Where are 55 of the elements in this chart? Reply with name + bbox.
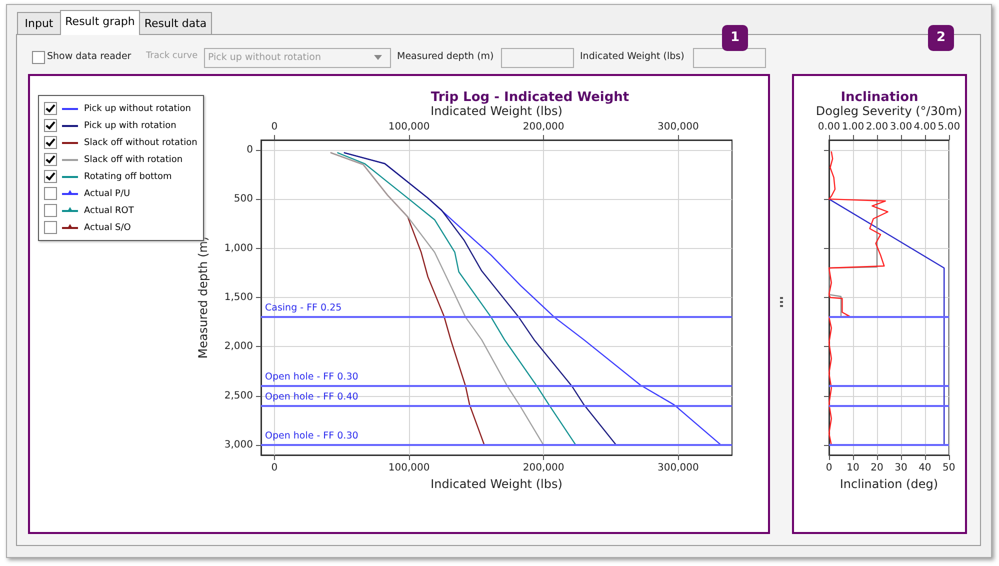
x-tick-label: 30 (894, 462, 908, 474)
x2-axis-title: Indicated Weight (lbs) (430, 104, 562, 118)
text: Indicated Weight (lbs) (580, 51, 684, 62)
chart-title: Inclination (840, 90, 918, 105)
legend-label: Actual P/U (84, 188, 130, 198)
ref-line-label: Open hole - FF 0.40 (265, 391, 358, 402)
text: Result graph (60, 10, 140, 35)
x2-tick-label: 1.00 (842, 122, 864, 132)
x-tick-label: 0 (271, 462, 278, 474)
legend-label: Actual S/O (84, 222, 131, 232)
ref-line-label: Casing - FF 0.25 (265, 302, 342, 314)
chart-title: Trip Log - Indicated Weight (430, 90, 630, 105)
legend-label: Pick up with rotation (84, 120, 176, 130)
legend-label: Slack off with rotation (84, 154, 183, 164)
x2-tick-label: 300,000 (657, 122, 699, 132)
text: Track curve (146, 51, 198, 61)
x2-tick-label: 3.00 (890, 122, 912, 132)
legend-label: Pick up without rotation (84, 104, 192, 114)
x-tick-label: 50 (942, 462, 956, 474)
y-tick-label: 3,000 (224, 440, 253, 451)
x-tick-label: 0 (826, 462, 832, 474)
x-tick-label: 300,000 (657, 462, 699, 474)
x-tick-label: 10 (846, 462, 860, 474)
x-tick-label: 100,000 (388, 462, 430, 474)
y-tick-label: 1,000 (224, 242, 253, 254)
text: Show data reader (47, 51, 132, 62)
legend-label: Actual ROT (84, 206, 134, 216)
x2-tick-label: 5.00 (938, 122, 960, 132)
x2-tick-label: 200,000 (522, 122, 564, 132)
legend-label: Slack off without rotation (84, 138, 198, 148)
text: 1 (722, 25, 748, 51)
y-tick-label: 500 (234, 194, 253, 205)
x2-tick-label: 100,000 (388, 122, 430, 132)
y-tick-label: 2,000 (224, 341, 253, 352)
x-axis-title: Inclination (deg) (840, 476, 938, 491)
ref-line-label: Open hole - FF 0.30 (265, 430, 358, 442)
text: 2 (928, 25, 954, 51)
x2-tick-label: 0 (271, 122, 278, 132)
ref-line-label: Open hole - FF 0.30 (265, 372, 358, 383)
x-axis-title: Indicated Weight (lbs) (430, 476, 562, 491)
legend-label: Rotating off bottom (84, 172, 172, 182)
text: Measured depth (m) (397, 51, 494, 62)
y-tick-label: 1,500 (224, 292, 253, 303)
x-tick-label: 40 (918, 462, 932, 474)
text: Input (17, 12, 61, 34)
x2-axis-title: Dogleg Severity (°/30m) (816, 104, 962, 118)
x-tick-label: 200,000 (522, 462, 564, 474)
text: Pick up without rotation (208, 52, 321, 63)
x2-tick-label: 0.00 (818, 122, 840, 132)
x-tick-label: 20 (870, 462, 884, 474)
y-tick-label: 2,500 (224, 390, 253, 402)
y-tick-label: 0 (246, 144, 253, 156)
text: Result data (139, 12, 212, 34)
x2-tick-label: 2.00 (866, 122, 888, 132)
x2-tick-label: 4.00 (914, 122, 936, 132)
